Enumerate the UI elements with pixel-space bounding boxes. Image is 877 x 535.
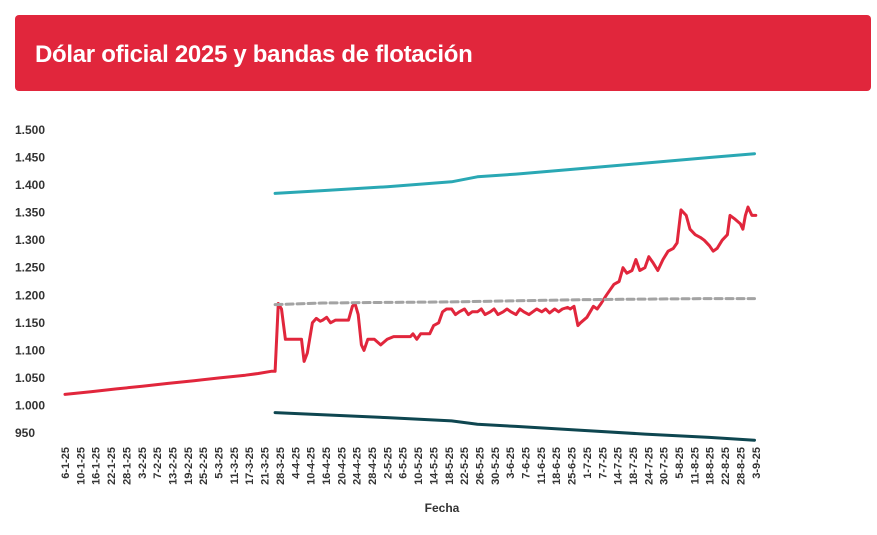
y-tick-label: 1.300 — [15, 233, 45, 247]
chart-series — [63, 152, 758, 442]
x-tick-label: 14-5-25 — [428, 447, 440, 485]
x-tick-label: 25-6-25 — [567, 447, 579, 485]
x-tick-label: 25-2-25 — [198, 447, 210, 485]
page-title: Dólar oficial 2025 y bandas de flotación — [35, 41, 473, 68]
y-tick-label: 1.500 — [15, 123, 45, 137]
x-tick-label: 28-4-25 — [367, 447, 379, 485]
y-tick-label: 1.150 — [15, 316, 45, 330]
x-tick-label: 10-5-25 — [413, 447, 425, 485]
x-tick-label: 7-2-25 — [152, 447, 164, 479]
x-tick-label: 7-7-25 — [597, 447, 609, 479]
x-tick-label: 20-4-25 — [336, 447, 348, 485]
x-tick-label: 6-5-25 — [398, 447, 410, 479]
x-axis-label: Fecha — [425, 501, 460, 515]
x-tick-label: 28-3-25 — [275, 447, 287, 485]
y-tick-label: 950 — [15, 426, 35, 440]
series-line-0 — [63, 205, 758, 396]
x-tick-label: 11-8-25 — [689, 447, 701, 484]
x-tick-label: 16-4-25 — [321, 447, 333, 485]
y-axis: 950 1.000 1.050 1.100 1.150 1.200 1.250 1.300 1.… — [15, 123, 45, 440]
x-tick-label: 10-1-25 — [75, 447, 87, 485]
y-tick-label: 1.400 — [15, 178, 45, 192]
y-tick-label: 1.450 — [15, 151, 45, 165]
x-tick-label: 4-4-25 — [290, 447, 302, 479]
x-tick-label: 30-7-25 — [659, 447, 671, 485]
x-tick-label: 7-6-25 — [521, 447, 533, 479]
x-tick-label: 6-1-25 — [60, 447, 72, 479]
x-tick-label: 13-2-25 — [167, 447, 179, 485]
series-line-3 — [273, 411, 756, 442]
x-tick-label: 18-8-25 — [705, 447, 717, 485]
x-tick-label: 3-2-25 — [137, 447, 149, 479]
x-axis: 6-1-25 10-1-25 16-1-25 22-1-25 28-1-25 3-2-25… — [60, 447, 763, 485]
x-tick-label: 3-6-25 — [505, 447, 517, 479]
x-tick-label: 11-3-25 — [229, 447, 241, 484]
x-tick-label: 21-3-25 — [260, 447, 272, 485]
x-tick-label: 22-8-25 — [720, 447, 732, 485]
x-tick-label: 5-8-25 — [674, 447, 686, 479]
x-tick-label: 22-1-25 — [106, 447, 118, 485]
x-tick-label: 24-4-25 — [352, 447, 364, 485]
series-line-2 — [273, 297, 756, 307]
x-tick-label: 1-7-25 — [582, 447, 594, 479]
x-tick-label: 10-4-25 — [306, 447, 318, 485]
x-tick-label: 24-7-25 — [643, 447, 655, 485]
x-tick-label: 28-1-25 — [121, 447, 133, 485]
y-tick-label: 1.100 — [15, 343, 45, 357]
y-tick-label: 1.000 — [15, 398, 45, 412]
series-line-1 — [273, 152, 756, 195]
x-tick-label: 19-2-25 — [183, 447, 195, 485]
x-tick-label: 17-3-25 — [244, 447, 256, 485]
x-tick-label: 11-6-25 — [536, 447, 548, 484]
x-tick-label: 14-7-25 — [613, 447, 625, 485]
x-tick-label: 28-8-25 — [735, 447, 747, 485]
y-tick-label: 1.350 — [15, 206, 45, 220]
title-bar: Dólar oficial 2025 y bandas de flotación — [15, 15, 871, 91]
x-tick-label: 22-5-25 — [459, 447, 471, 485]
x-tick-label: 3-9-25 — [751, 447, 763, 479]
x-tick-label: 30-5-25 — [490, 447, 502, 485]
x-tick-label: 18-5-25 — [444, 447, 456, 485]
x-tick-label: 18-6-25 — [551, 447, 563, 485]
x-tick-label: 26-5-25 — [474, 447, 486, 485]
x-tick-label: 18-7-25 — [628, 447, 640, 485]
x-tick-label: 16-1-25 — [91, 447, 103, 485]
y-tick-label: 1.200 — [15, 288, 45, 302]
x-tick-label: 2-5-25 — [382, 447, 394, 479]
y-tick-label: 1.050 — [15, 371, 45, 385]
y-tick-label: 1.250 — [15, 261, 45, 275]
x-tick-label: 5-3-25 — [214, 447, 226, 479]
